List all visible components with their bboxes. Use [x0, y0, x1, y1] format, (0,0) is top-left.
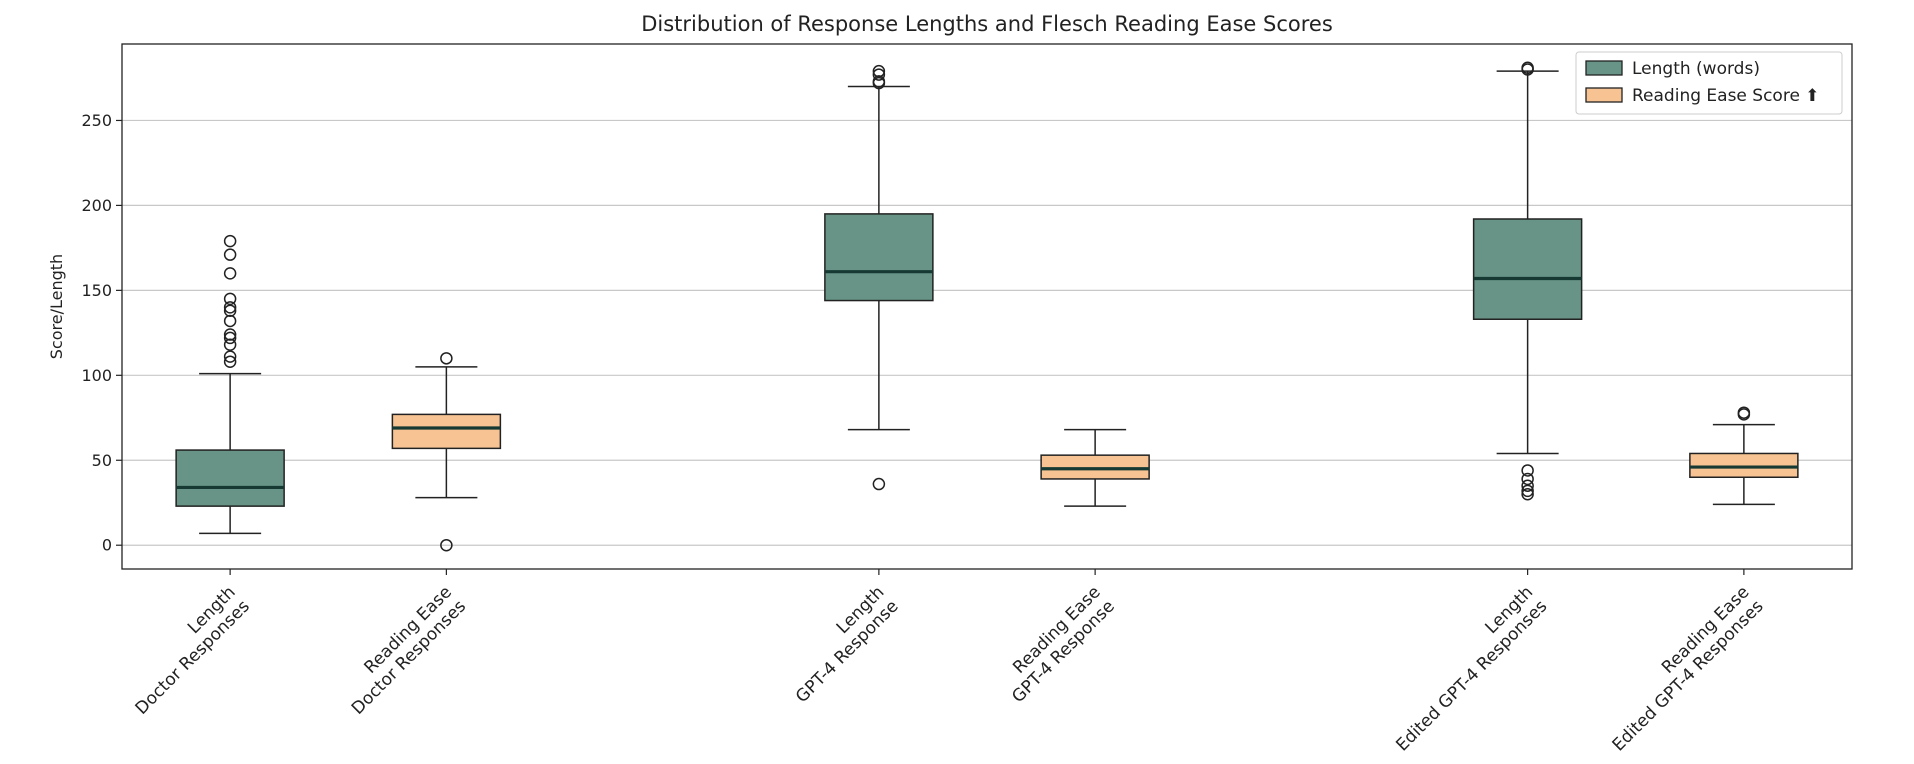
outlier-point	[1521, 487, 1534, 501]
outlier-point	[872, 64, 886, 78]
outlier-point	[1521, 484, 1534, 498]
outlier-point	[223, 350, 237, 363]
legend-swatch-reading-ease	[1585, 87, 1623, 103]
x-tick-label: LengthDoctor Responses	[117, 582, 253, 718]
length-box	[824, 64, 934, 491]
outlier-point	[1521, 472, 1534, 486]
gridlines	[122, 119, 1852, 546]
y-tick-label: 100	[81, 366, 112, 385]
outlier-point	[223, 338, 237, 351]
x-tick-label: Reading EaseGPT-4 Response	[994, 582, 1119, 707]
x-axis-ticks: LengthDoctor Responses Reading EaseDoctor…	[117, 569, 1768, 755]
outlier-point	[1737, 406, 1751, 419]
outlier-point	[872, 68, 886, 81]
outlier-point	[223, 328, 237, 341]
outlier-point	[223, 304, 237, 317]
box-iqr	[824, 213, 934, 302]
chart-title: Distribution of Response Lengths and Fle…	[641, 12, 1333, 36]
outlier-point	[872, 75, 886, 88]
outlier-point	[223, 301, 237, 314]
legend-label-length: Length (words)	[1632, 59, 1760, 79]
outlier-point	[223, 292, 237, 306]
outlier-point	[223, 234, 237, 248]
plot-frame	[121, 43, 1853, 570]
box-iqr	[391, 413, 502, 450]
x-tick-label: Reading EaseEdited GPT-4 Responses	[1595, 582, 1768, 755]
x-tick-label-line: Edited GPT-4 Responses	[1609, 596, 1768, 755]
outlier-point	[223, 248, 237, 261]
outlier-point	[1521, 479, 1534, 492]
box-iqr	[175, 449, 285, 507]
legend: Length (words) Reading Ease Score ⬆	[1575, 51, 1843, 115]
reading-ease-box	[391, 352, 502, 552]
outlier-point	[223, 331, 237, 345]
y-tick-label: 250	[81, 111, 112, 130]
y-tick-label: 200	[81, 196, 112, 215]
legend-swatch-length	[1585, 60, 1623, 76]
x-tick-label: LengthEdited GPT-4 Responses	[1378, 582, 1551, 755]
outlier-point	[440, 352, 453, 365]
reading-ease-box	[1689, 406, 1799, 506]
box-iqr	[1689, 452, 1799, 479]
boxes	[175, 61, 1799, 552]
outlier-point	[1521, 464, 1534, 477]
y-axis-label: Score/Length	[47, 254, 66, 359]
outlier-point	[440, 538, 453, 552]
legend-label-reading-ease: Reading Ease Score ⬆	[1632, 86, 1820, 106]
x-tick-label: LengthGPT-4 Response	[778, 582, 903, 707]
outlier-point	[223, 267, 237, 280]
box-iqr	[1472, 218, 1583, 320]
outlier-point	[223, 355, 237, 368]
x-tick-label-line: Edited GPT-4 Responses	[1392, 596, 1551, 755]
y-tick-label: 0	[102, 536, 112, 555]
y-axis-ticks: 0 50 100 150 200 250	[81, 111, 122, 555]
reading-ease-box	[1040, 428, 1150, 507]
length-box	[175, 234, 285, 535]
length-box	[1472, 61, 1583, 501]
outlier-point	[1521, 61, 1534, 75]
y-tick-label: 150	[81, 281, 112, 300]
legend-frame	[1575, 51, 1843, 115]
box-iqr	[1040, 454, 1150, 480]
y-tick-label: 50	[92, 451, 112, 470]
x-tick-label: Reading EaseDoctor Responses	[334, 582, 470, 718]
outlier-point	[223, 314, 237, 328]
outlier-point	[872, 477, 886, 491]
